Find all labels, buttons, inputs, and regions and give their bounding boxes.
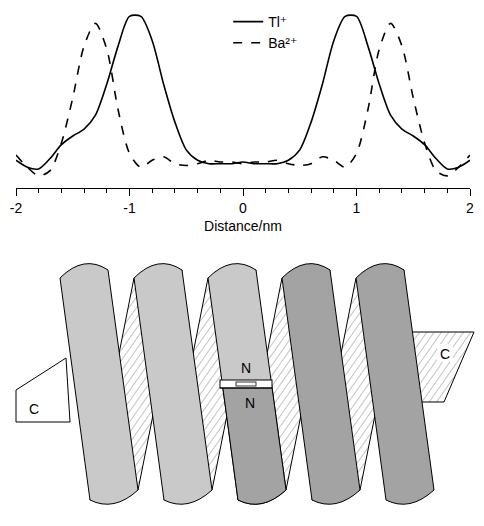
svg-text:N: N xyxy=(241,360,251,376)
svg-text:C: C xyxy=(440,346,450,362)
svg-text:N: N xyxy=(245,395,255,411)
svg-text:Distance/nm: Distance/nm xyxy=(204,218,282,234)
svg-text:0: 0 xyxy=(239,200,247,216)
svg-text:C: C xyxy=(29,401,39,417)
svg-text:1: 1 xyxy=(353,200,361,216)
svg-text:Tl⁺: Tl⁺ xyxy=(268,14,287,30)
svg-text:-2: -2 xyxy=(10,200,23,216)
svg-text:-1: -1 xyxy=(123,200,136,216)
svg-text:2: 2 xyxy=(466,200,474,216)
svg-text:Ba²⁺: Ba²⁺ xyxy=(268,35,297,51)
